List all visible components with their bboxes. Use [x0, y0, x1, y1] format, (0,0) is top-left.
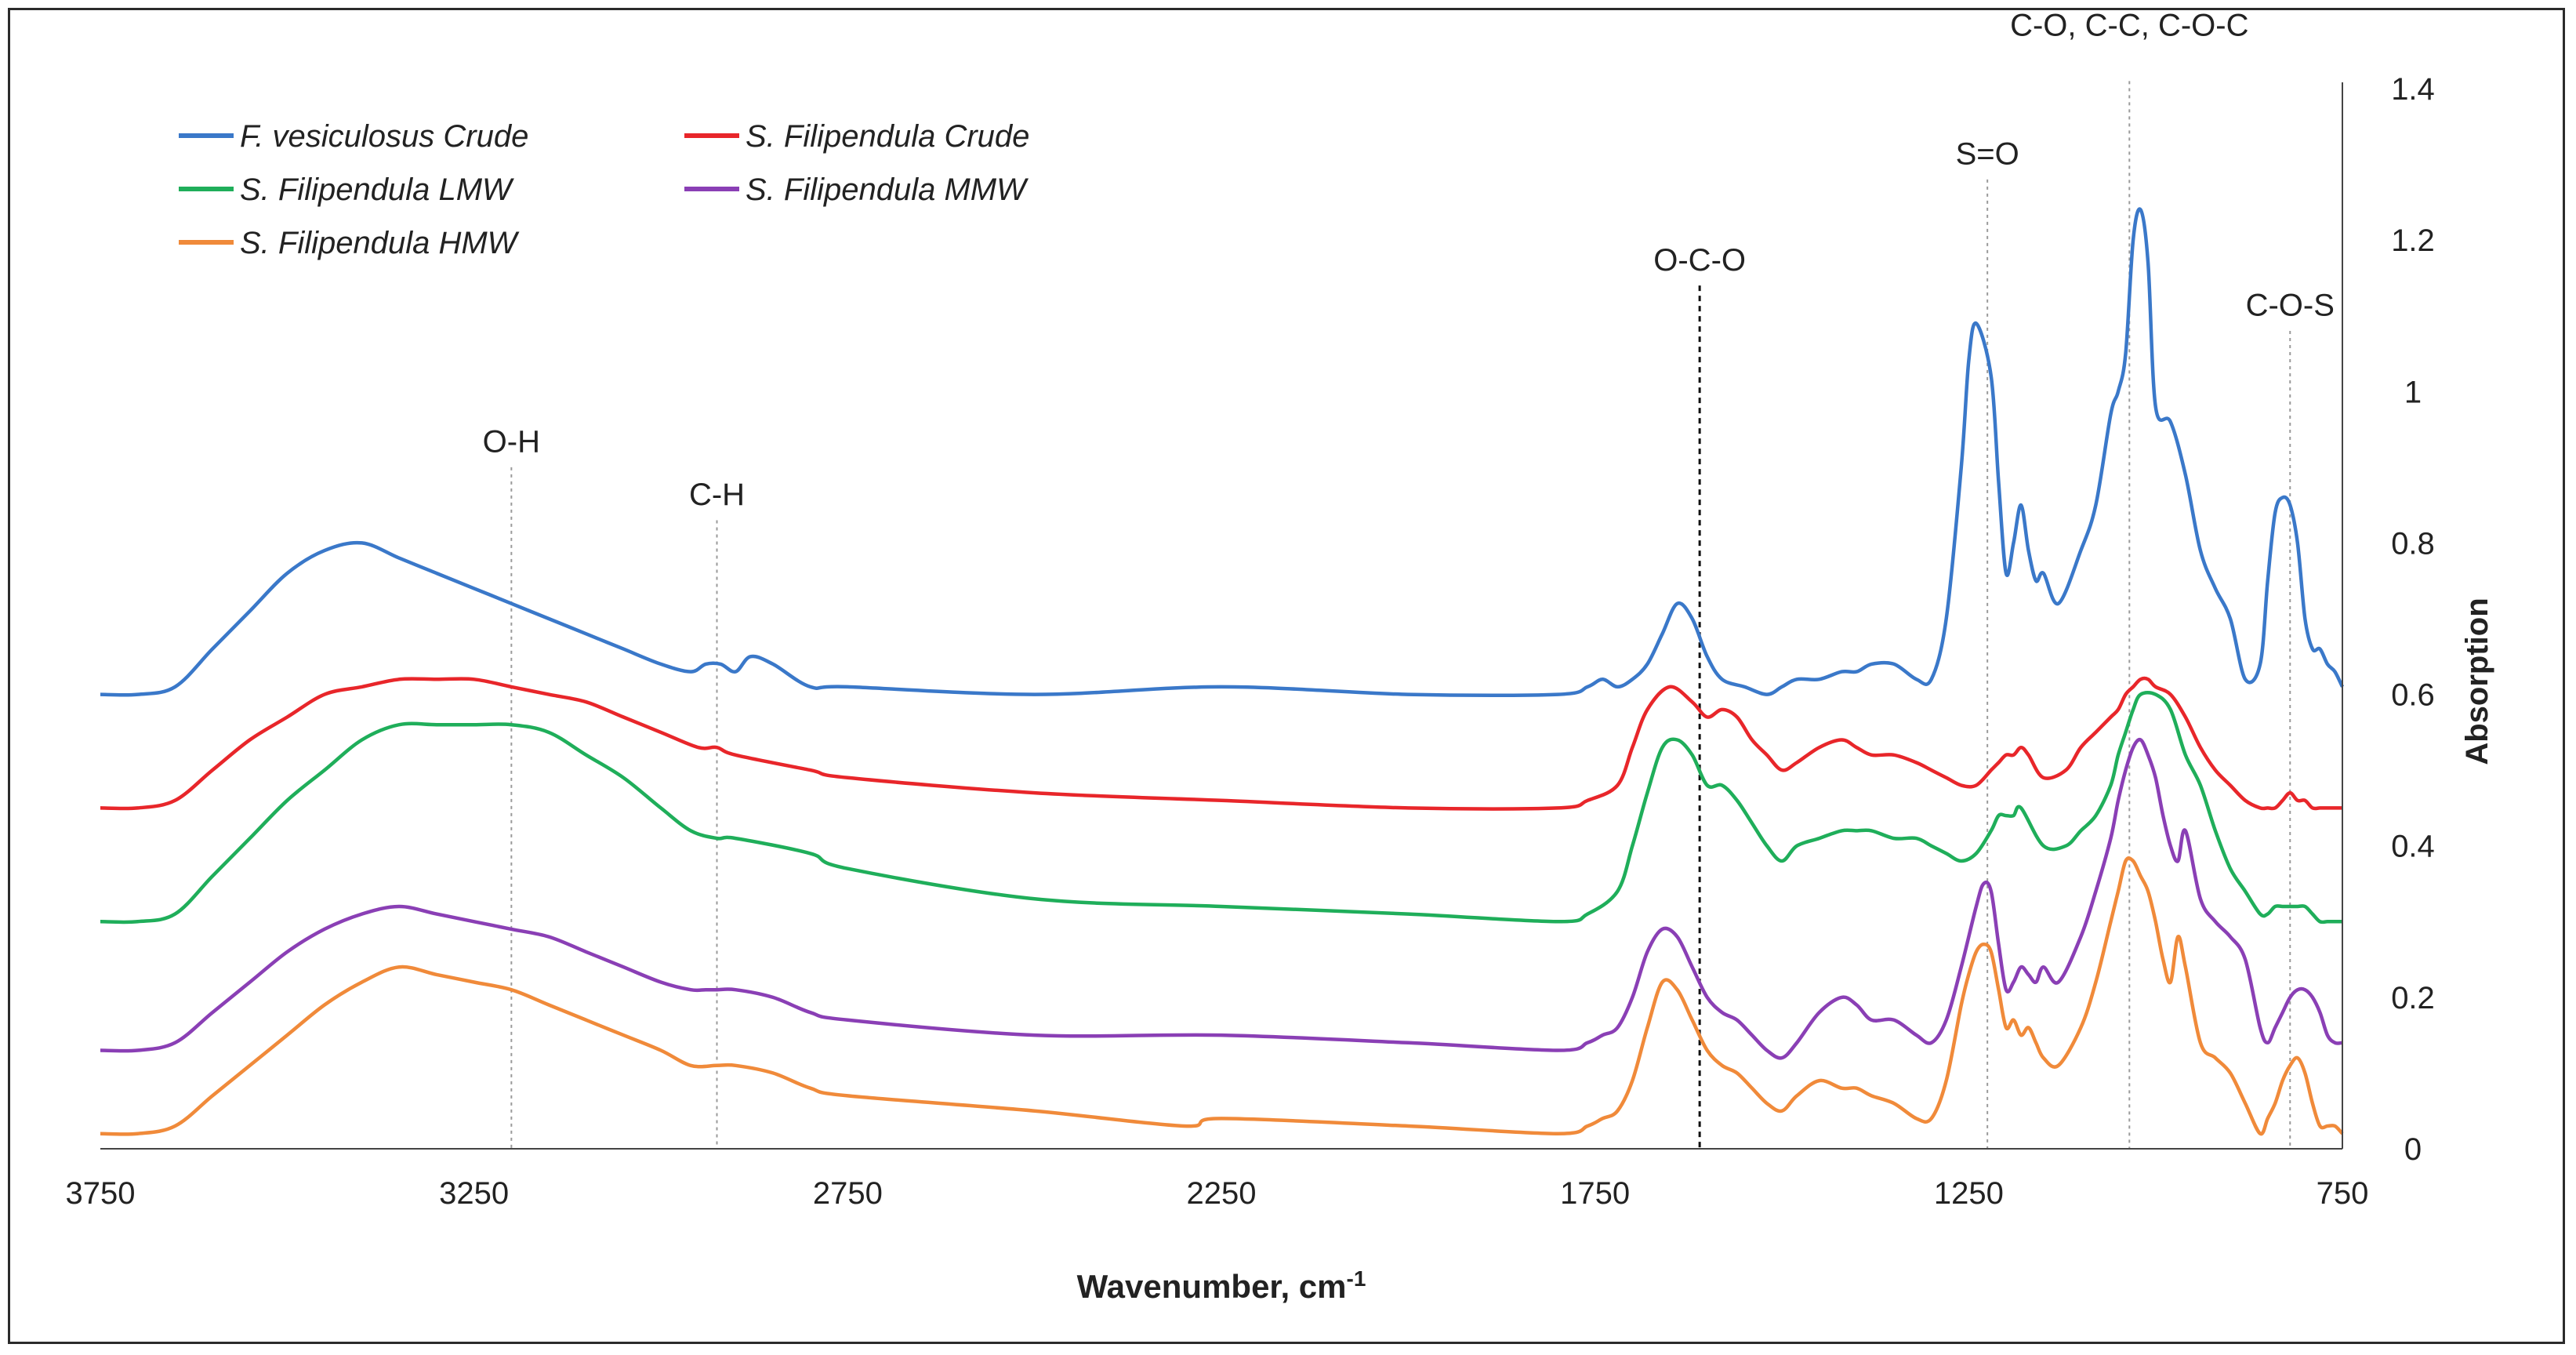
annotation-label: O-H [483, 425, 540, 460]
x-tick-label: 3750 [66, 1176, 136, 1211]
series-line-3 [100, 737, 2343, 1060]
x-axis-label: Wavenumber, cm-1 [1077, 1266, 1366, 1306]
x-tick-label: 2250 [1187, 1176, 1257, 1211]
annotation-layer: O-H C-H O-C-O S=O C-O, C-C, C-O-C C-O-S [483, 8, 2335, 1149]
y-tick-label: 0.6 [2391, 678, 2435, 713]
series-line-0 [100, 207, 2345, 698]
series-layer [100, 207, 2345, 1136]
x-tick-label: 1750 [1560, 1176, 1630, 1211]
x-tick-label: 1250 [1934, 1176, 2004, 1211]
series-line-1 [100, 676, 2342, 811]
annotation-label: C-O, C-C, C-O-C [2010, 10, 2248, 42]
x-tick-label: 2750 [813, 1176, 883, 1211]
y-tick-labels: 0 0.2 0.4 0.6 0.8 1 1.2 1.4 [2391, 72, 2435, 1167]
x-axis-label-superscript: -1 [1347, 1266, 1366, 1291]
ftir-chart: O-HC-HO-C-OS=OC-O, C-C, C-O-CC-O-S 3750 3… [66, 8, 2494, 1306]
legend: F. vesiculosus Crude S. Filipendula Crude… [179, 119, 1029, 260]
axes-layer [100, 82, 2343, 1150]
y-tick-label: 1.4 [2391, 72, 2435, 107]
y-tick-label: 0.4 [2391, 830, 2435, 864]
annotation-label: C-H [689, 478, 745, 512]
y-axis-label: Absorption [2460, 598, 2494, 765]
y-tick-label: 0.2 [2391, 981, 2435, 1015]
x-axis-label-text: Wavenumber, cm [1077, 1268, 1347, 1305]
legend-label: S. Filipendula HMW [240, 226, 520, 260]
x-tick-label: 750 [2317, 1176, 2369, 1211]
annotation-label: S=O [1956, 137, 2019, 172]
y-tick-label: 0.8 [2391, 526, 2435, 561]
legend-label: S. Filipendula Crude [746, 119, 1029, 154]
series-line-4 [100, 856, 2344, 1136]
annotation-label: O-C-O [1653, 243, 1746, 278]
y-tick-label: 0 [2404, 1132, 2422, 1167]
y-tick-label: 1 [2404, 375, 2422, 409]
x-tick-label: 3250 [439, 1176, 509, 1211]
legend-label: S. Filipendula LMW [240, 173, 514, 207]
series-line-2 [100, 690, 2342, 925]
legend-label: S. Filipendula MMW [746, 173, 1029, 207]
x-tick-labels: 3750 3250 2750 2250 1750 1250 750 [66, 1176, 2369, 1211]
annotation-label: C-O-S [2246, 289, 2335, 323]
legend-label: F. vesiculosus Crude [240, 119, 528, 154]
figure-frame: O-H C-H O-C-O S=O C-O, C-C, C-O-C C-O-S 3750 3… [8, 8, 2565, 1344]
y-tick-label: 1.2 [2391, 223, 2435, 258]
